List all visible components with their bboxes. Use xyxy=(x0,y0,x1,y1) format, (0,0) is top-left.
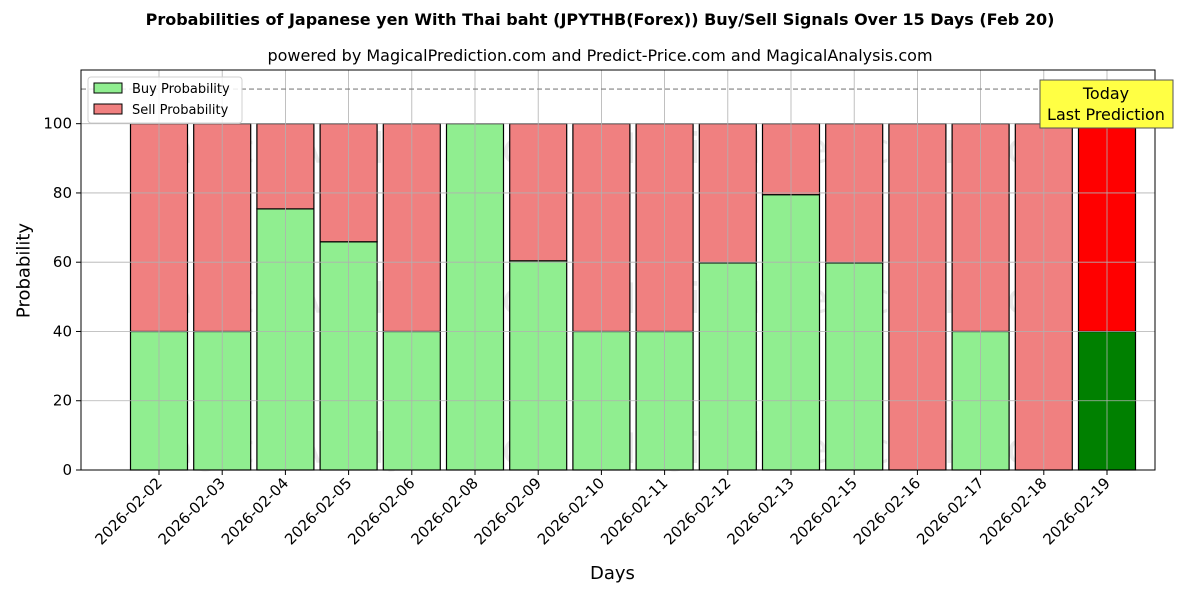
x-tick-label: 2026-02-12 xyxy=(660,474,734,548)
y-axis-label: Probability xyxy=(13,222,35,319)
x-tick-label: 2026-02-05 xyxy=(281,474,355,548)
y-tick-label: 20 xyxy=(53,392,72,410)
legend: Buy Probability Sell Probability xyxy=(87,76,243,124)
x-tick-label: 2026-02-13 xyxy=(723,474,797,548)
x-tick-label: 2026-02-04 xyxy=(218,474,292,548)
plot-frame xyxy=(80,69,1156,471)
x-tick-label: 2026-02-06 xyxy=(344,474,418,548)
buy-legend-swatch xyxy=(93,82,123,94)
x-tick-label: 2026-02-16 xyxy=(850,474,924,548)
x-axis-label: Days xyxy=(590,563,635,584)
svg-text:Today: Today xyxy=(1082,84,1129,103)
x-tick-label: 2026-02-11 xyxy=(597,474,671,548)
y-tick-label: 80 xyxy=(53,184,72,202)
y-tick-label: 0 xyxy=(62,461,72,479)
x-tick-label: 2026-02-08 xyxy=(407,474,481,548)
svg-text:Last Prediction: Last Prediction xyxy=(1047,105,1165,124)
x-tick-label: 2026-02-17 xyxy=(913,474,987,548)
today-annotation: Today Last Prediction xyxy=(1039,79,1174,129)
x-tick-label: 2026-02-15 xyxy=(787,474,861,548)
y-tick-label: 100 xyxy=(43,115,72,133)
y-tick-label: 60 xyxy=(53,253,72,271)
x-tick-label: 2026-02-18 xyxy=(976,474,1050,548)
chart-subtitle: powered by MagicalPrediction.com and Pre… xyxy=(267,46,933,65)
x-tick-label: 2026-02-09 xyxy=(471,474,545,548)
chart-title: Probabilities of Japanese yen With Thai … xyxy=(145,10,1055,29)
y-tick-label: 40 xyxy=(53,322,72,340)
x-tick-label: 2026-02-10 xyxy=(534,474,608,548)
x-tick-label: 2026-02-02 xyxy=(91,474,165,548)
x-tick-label: 2026-02-19 xyxy=(1039,474,1113,548)
legend-label: Sell Probability xyxy=(132,103,229,118)
x-tick-label: 2026-02-03 xyxy=(155,474,229,548)
sell-legend-swatch xyxy=(93,103,123,115)
legend-label: Buy Probability xyxy=(132,82,230,97)
